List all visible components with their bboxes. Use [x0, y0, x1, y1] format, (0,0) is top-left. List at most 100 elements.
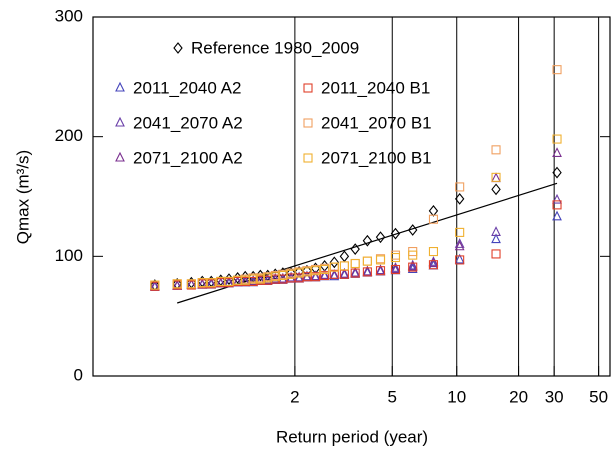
square-marker	[150, 280, 160, 290]
triangle-marker	[552, 210, 562, 221]
square-marker	[320, 264, 330, 275]
square-marker	[428, 260, 439, 270]
diamond-marker	[390, 227, 401, 240]
square-marker	[552, 65, 562, 75]
legend-marker	[303, 83, 313, 93]
y-tick-label: 300	[55, 6, 83, 25]
diamond-marker	[552, 166, 562, 179]
triangle-marker	[491, 172, 501, 183]
square-marker	[375, 266, 386, 276]
y-axis-title: Qmax (m³/s)	[13, 150, 32, 244]
legend-marker	[115, 151, 125, 162]
triangle-marker	[454, 253, 465, 264]
square-marker	[350, 258, 360, 269]
square-marker	[350, 268, 360, 278]
y-tick-label: 0	[74, 365, 83, 384]
legend-label: Reference 1980_2009	[191, 38, 359, 57]
square-marker	[362, 256, 372, 266]
square-marker	[362, 267, 372, 277]
square-marker	[310, 266, 321, 276]
square-marker	[408, 250, 418, 260]
triangle-marker	[262, 274, 273, 284]
legend-marker	[303, 153, 313, 163]
triangle-marker	[428, 257, 439, 268]
x-tick-label: 50	[589, 387, 608, 406]
square-marker	[552, 134, 562, 144]
legend-marker	[303, 118, 313, 128]
triangle-marker	[350, 266, 361, 277]
x-tick-label: 20	[509, 387, 528, 406]
triangle-marker	[310, 270, 321, 281]
diamond-marker	[350, 243, 360, 256]
legend-marker	[173, 42, 183, 54]
square-marker	[408, 262, 418, 272]
triangle-marker	[390, 263, 401, 274]
square-marker	[310, 272, 321, 282]
diamond-marker	[329, 256, 340, 269]
x-axis-title: Return period (year)	[276, 427, 428, 446]
legend-marker	[115, 116, 125, 127]
y-tick-label: 200	[55, 126, 83, 145]
square-marker	[491, 145, 501, 155]
plot-frame	[92, 16, 611, 377]
square-marker	[329, 269, 339, 279]
triangle-marker	[491, 233, 501, 244]
square-marker	[375, 255, 386, 265]
square-marker	[172, 279, 182, 289]
square-marker	[186, 279, 196, 289]
x-tick-label: 5	[388, 387, 397, 406]
square-marker	[339, 261, 349, 271]
y-tick-label: 100	[55, 246, 83, 265]
square-marker	[455, 182, 465, 192]
square-marker	[233, 275, 243, 285]
x-tick-label: 30	[545, 387, 564, 406]
square-marker	[428, 246, 439, 257]
square-marker	[390, 252, 401, 263]
triangle-marker	[339, 268, 350, 278]
legend-label: 2041_2070 B1	[321, 113, 432, 132]
square-marker	[255, 274, 265, 284]
square-marker	[428, 214, 439, 224]
diamond-marker	[339, 250, 350, 263]
square-marker	[197, 278, 207, 288]
square-marker	[320, 270, 330, 281]
legend-marker	[115, 81, 125, 92]
square-marker	[263, 273, 273, 283]
square-marker	[350, 258, 360, 269]
triangle-marker	[552, 193, 562, 204]
diamond-marker	[491, 183, 501, 196]
x-tick-label: 2	[290, 387, 299, 406]
square-marker	[206, 278, 216, 288]
triangle-marker	[407, 260, 418, 271]
legend-label: 2071_2100 A2	[133, 148, 243, 167]
x-tick-label: 10	[447, 387, 466, 406]
triangle-marker	[454, 238, 465, 248]
legend-label: 2041_2070 A2	[133, 113, 243, 132]
diamond-marker	[454, 193, 465, 205]
triangle-marker	[329, 269, 340, 280]
triangle-marker	[454, 240, 465, 251]
square-marker	[362, 256, 372, 266]
square-marker	[390, 264, 401, 275]
triangle-marker	[362, 265, 373, 276]
triangle-marker	[552, 147, 562, 157]
square-marker	[455, 227, 465, 237]
legend-label: 2071_2100 B1	[321, 148, 432, 167]
triangle-marker	[491, 226, 501, 236]
diamond-marker	[362, 234, 373, 247]
triangle-marker	[319, 269, 330, 280]
diamond-marker	[375, 231, 386, 244]
square-marker	[491, 172, 501, 182]
square-marker	[491, 249, 501, 259]
triangle-marker	[248, 275, 259, 286]
square-marker	[329, 262, 339, 272]
square-marker	[455, 255, 465, 265]
legend-label: 2011_2040 A2	[133, 78, 241, 97]
square-marker	[552, 200, 562, 210]
diamond-marker	[407, 224, 418, 236]
legend-label: 2011_2040 B1	[321, 78, 430, 97]
square-marker	[216, 276, 226, 287]
triangle-marker	[375, 264, 386, 275]
